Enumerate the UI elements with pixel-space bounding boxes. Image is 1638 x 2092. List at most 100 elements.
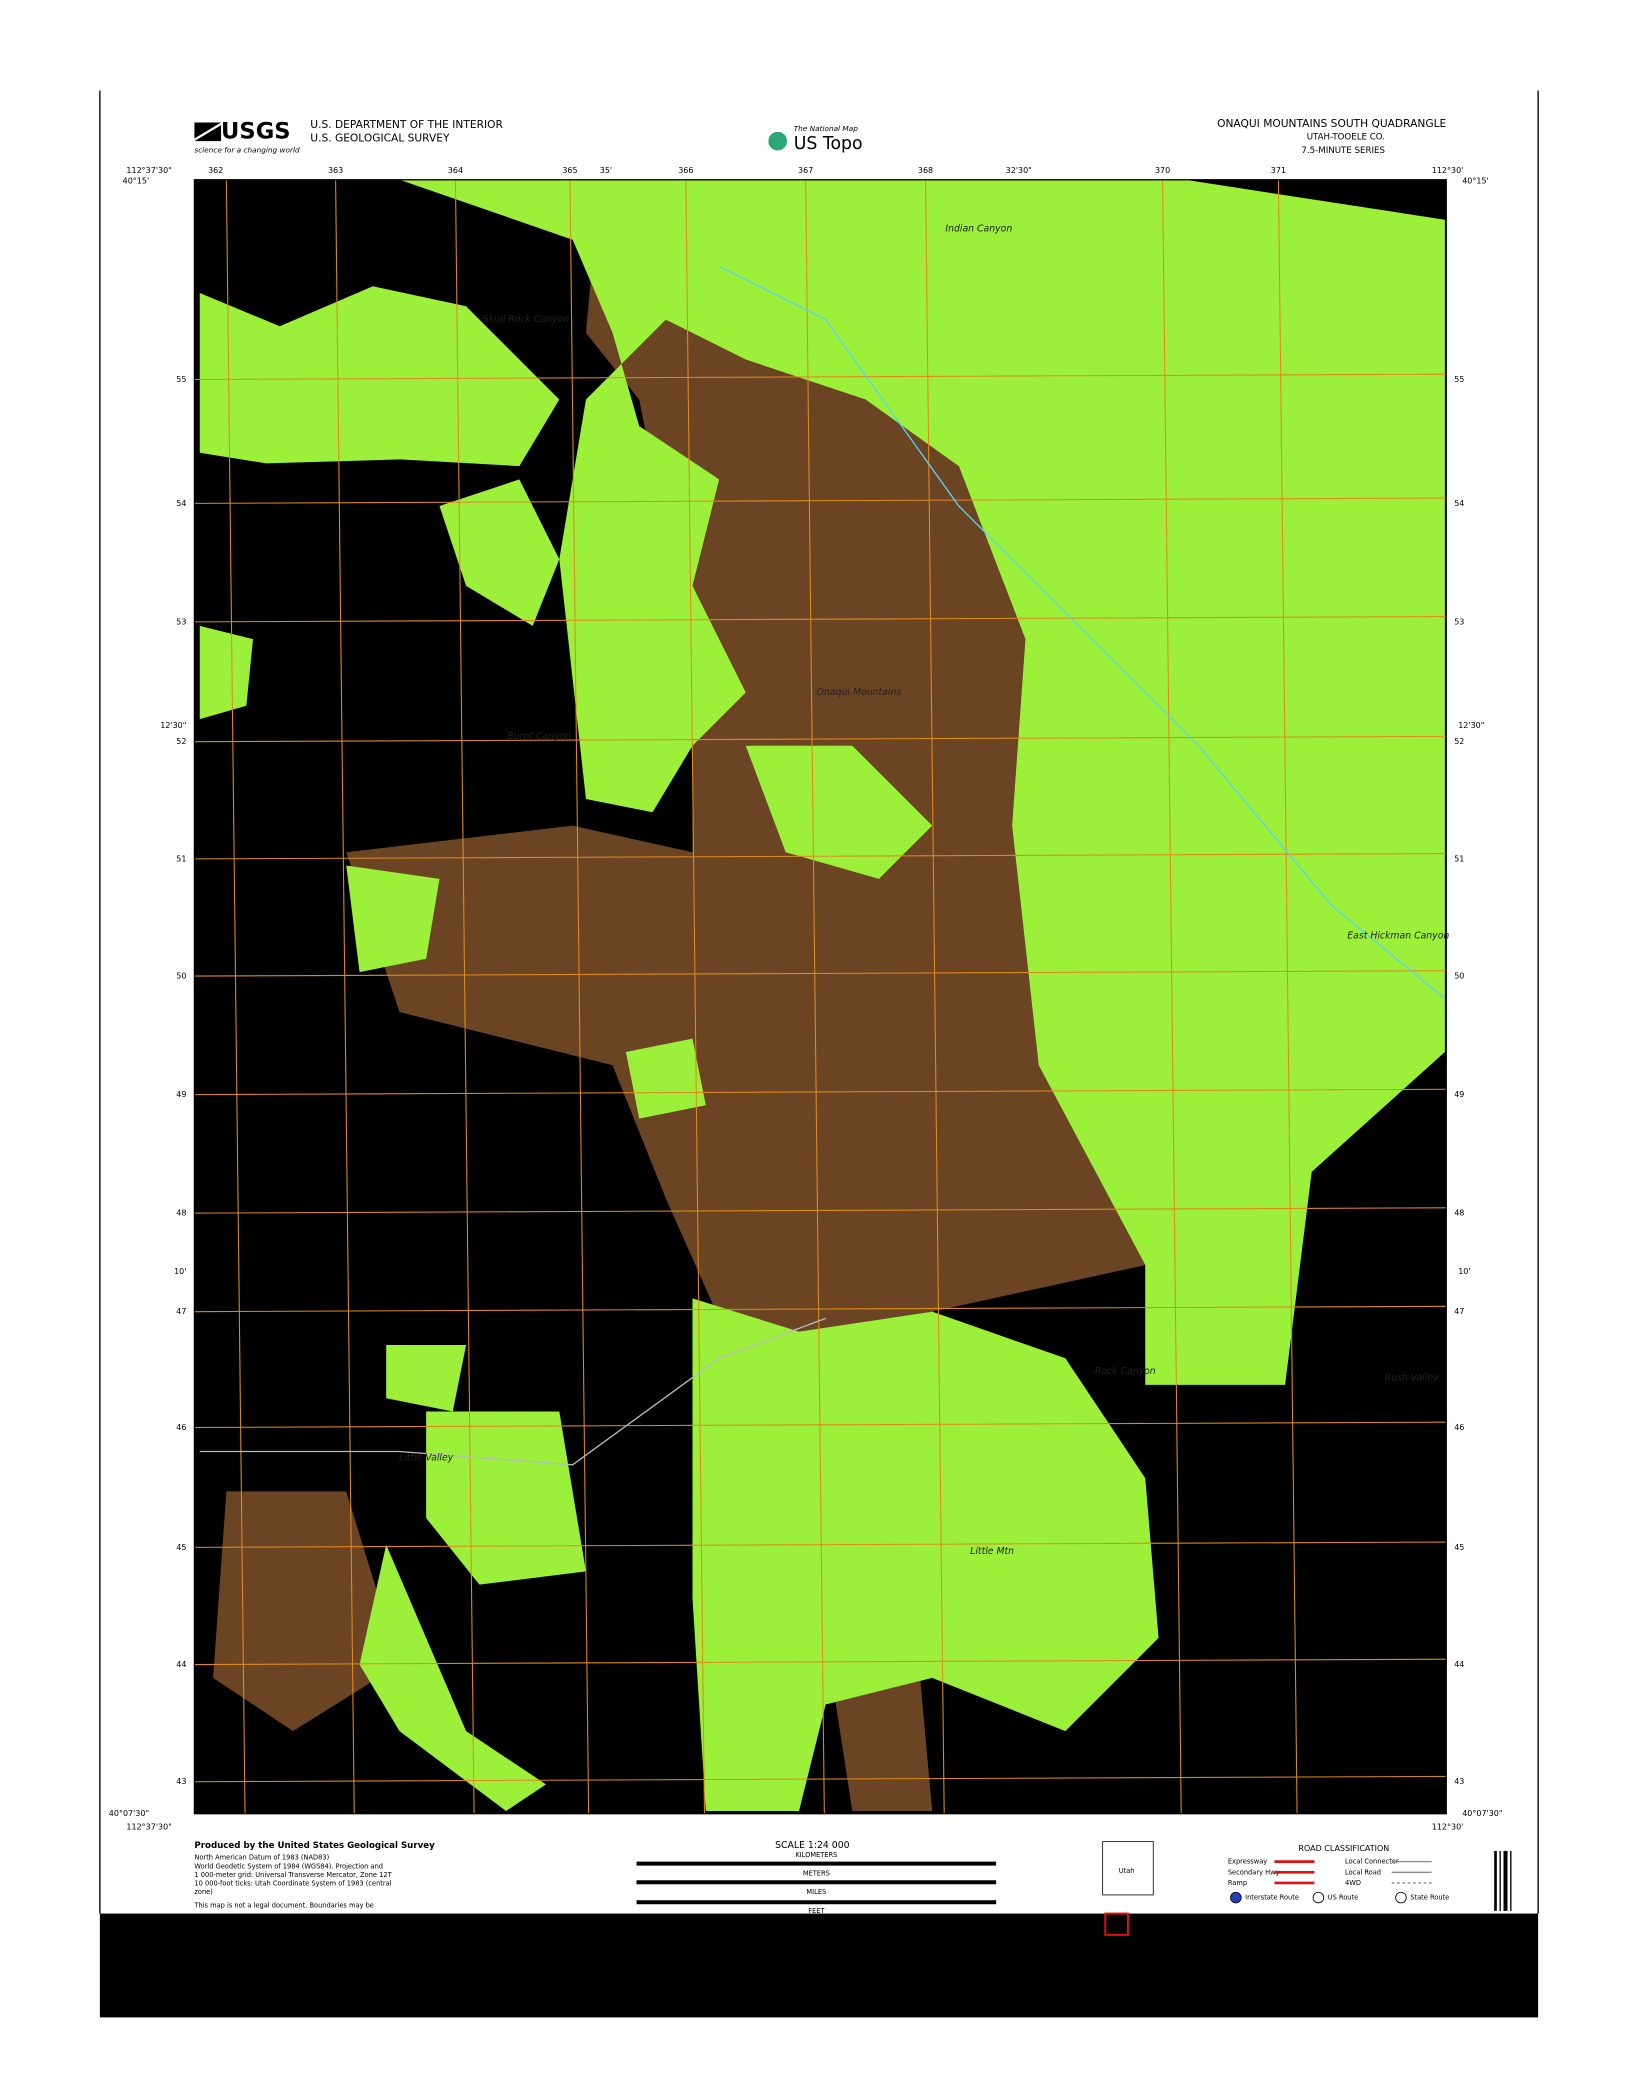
- place-name: East Hickman Canyon: [1347, 931, 1449, 942]
- side-tick-label: 48: [1454, 1209, 1464, 1218]
- place-name: Little Mtn: [970, 1546, 1014, 1557]
- side-tick-label: 52: [1454, 737, 1464, 746]
- side-tick-label: 44: [1454, 1660, 1464, 1669]
- side-tick-label: 53: [176, 617, 186, 626]
- datum-line: World Geodetic System of 1984 (WGS84). P…: [194, 1862, 383, 1870]
- place-name: Rush Valley: [1385, 1373, 1439, 1384]
- grid-line: [1162, 179, 1182, 1814]
- top-tick-label: 370: [1155, 166, 1170, 175]
- tagline: science for a changing world: [194, 145, 300, 154]
- side-minute-label: 10': [1458, 1267, 1470, 1276]
- brand: US Topo: [794, 134, 863, 154]
- side-tick-label: 49: [1454, 1090, 1464, 1099]
- grid-line: [925, 179, 945, 1814]
- route-icon: [1312, 1891, 1325, 1904]
- place-name: Skull Rock Canyon: [483, 314, 569, 325]
- vegetation: [199, 179, 1445, 1812]
- grid-line: [194, 1421, 1447, 1429]
- corner-coordinate: 112°30': [1432, 166, 1464, 175]
- grid-line: [194, 1305, 1447, 1313]
- side-tick-label: 45: [1454, 1543, 1464, 1552]
- agency: U.S. GEOLOGICAL SURVEY: [310, 131, 450, 144]
- side-tick-label: 43: [1454, 1777, 1464, 1786]
- corner-coordinate: 40°15': [123, 177, 150, 186]
- side-tick-label: 47: [176, 1307, 186, 1316]
- top-tick-label: 364: [448, 166, 463, 175]
- grid-line: [194, 1207, 1447, 1214]
- road-label: Ramp: [1228, 1879, 1247, 1887]
- title: ONAQUI MOUNTAINS SOUTH QUADRANGLE: [1217, 117, 1446, 130]
- road-legend: Expressway Secondary Hwy Ramp Local Connect…: [1228, 1858, 1449, 1904]
- stream: [718, 265, 1446, 1000]
- subtitle: 7.5-MINUTE SERIES: [1301, 146, 1385, 156]
- place-name: Onaqui Mountains: [817, 687, 902, 698]
- corner-coordinate: 40°07'30": [109, 1809, 149, 1818]
- grid-line: [805, 179, 825, 1814]
- place-name: Burnt Canyon: [507, 731, 571, 742]
- side-tick-label: 54: [176, 499, 186, 508]
- route-label: State Route: [1410, 1894, 1449, 1902]
- road-label: 4WD: [1345, 1879, 1361, 1887]
- logo-text: USGS: [221, 118, 291, 144]
- place-name: Indian Canyon: [945, 224, 1012, 235]
- usgs-logo: USGS science for a changing world: [194, 118, 300, 154]
- road-label: Local Road: [1345, 1868, 1381, 1876]
- subtitle: UTAH-TOOELE CO.: [1307, 133, 1385, 143]
- road-label: Secondary Hwy: [1228, 1868, 1280, 1876]
- top-tick-label: 367: [798, 166, 813, 175]
- top-tick-label: 365: [562, 166, 577, 175]
- agency: U.S. DEPARTMENT OF THE INTERIOR: [310, 118, 503, 131]
- route-label: US Route: [1328, 1894, 1358, 1902]
- road-title: ROAD CLASSIFICATION: [1298, 1844, 1389, 1853]
- barcode: [1494, 1850, 1512, 1911]
- datum-notes: North American Datum of 1983 (NAD83)Worl…: [194, 1854, 392, 1897]
- map-body: [193, 179, 1447, 1815]
- grid-line: [225, 179, 246, 1814]
- side-tick-label: 48: [176, 1209, 186, 1218]
- scale-bars: [636, 1861, 997, 1905]
- grid-line: [685, 179, 706, 1814]
- unit-label: METERS: [803, 1870, 830, 1878]
- corner-coordinate: 112°37'30": [126, 166, 171, 175]
- marker: [1104, 1912, 1129, 1936]
- side-tick-label: 50: [176, 972, 186, 981]
- top-tick-label: 368: [918, 166, 933, 175]
- road-label: Expressway: [1228, 1858, 1267, 1866]
- grid-line: [1277, 179, 1298, 1814]
- side-tick-label: 47: [1454, 1307, 1464, 1316]
- unit-label: KILOMETERS: [795, 1851, 837, 1859]
- side-tick-label: 43: [176, 1777, 186, 1786]
- grid-line: [194, 497, 1447, 504]
- side-tick-label: 46: [1454, 1423, 1464, 1432]
- side-tick-label: 49: [176, 1090, 186, 1099]
- route-icon: [1395, 1891, 1407, 1904]
- corner-coordinate: 40°15': [1462, 177, 1489, 186]
- bottom-bar: [99, 1913, 1539, 2018]
- unit-label: FEET: [808, 1907, 825, 1915]
- place-name: Rock Canyon: [1095, 1366, 1156, 1377]
- scale-units: KILOMETERS METERS MILES FEET: [795, 1851, 837, 1915]
- side-tick-label: 55: [1454, 375, 1464, 384]
- side-tick-label: 46: [176, 1423, 186, 1432]
- grid-line: [569, 179, 590, 1814]
- side-tick-label: 54: [1454, 499, 1464, 508]
- road: [199, 1317, 826, 1466]
- grid-line: [194, 1541, 1447, 1548]
- side-minute-label: 10': [174, 1267, 186, 1276]
- scale: SCALE 1:24 000: [775, 1840, 850, 1851]
- datum-line: North American Datum of 1983 (NAD83): [194, 1854, 329, 1862]
- labels: 112°37'30" 40°15' 112°30' 40°15' 40°07'30" 11…: [109, 166, 1503, 1832]
- grid-line: [194, 735, 1447, 743]
- grid-line: [194, 1775, 1447, 1783]
- corner-coordinate: 40°07'30": [1462, 1809, 1502, 1818]
- top-tick-label: 35': [600, 166, 612, 175]
- route-icon: [1230, 1891, 1242, 1904]
- grid-lines: [194, 179, 1447, 1814]
- side-tick-label: 51: [176, 854, 186, 863]
- side-tick-label: 53: [1454, 617, 1464, 626]
- grid-line: [194, 616, 1447, 623]
- state-name: Utah: [1119, 1867, 1135, 1875]
- grid-line: [335, 179, 355, 1814]
- route-label: Interstate Route: [1245, 1894, 1299, 1902]
- state-locator: [1102, 1841, 1154, 1896]
